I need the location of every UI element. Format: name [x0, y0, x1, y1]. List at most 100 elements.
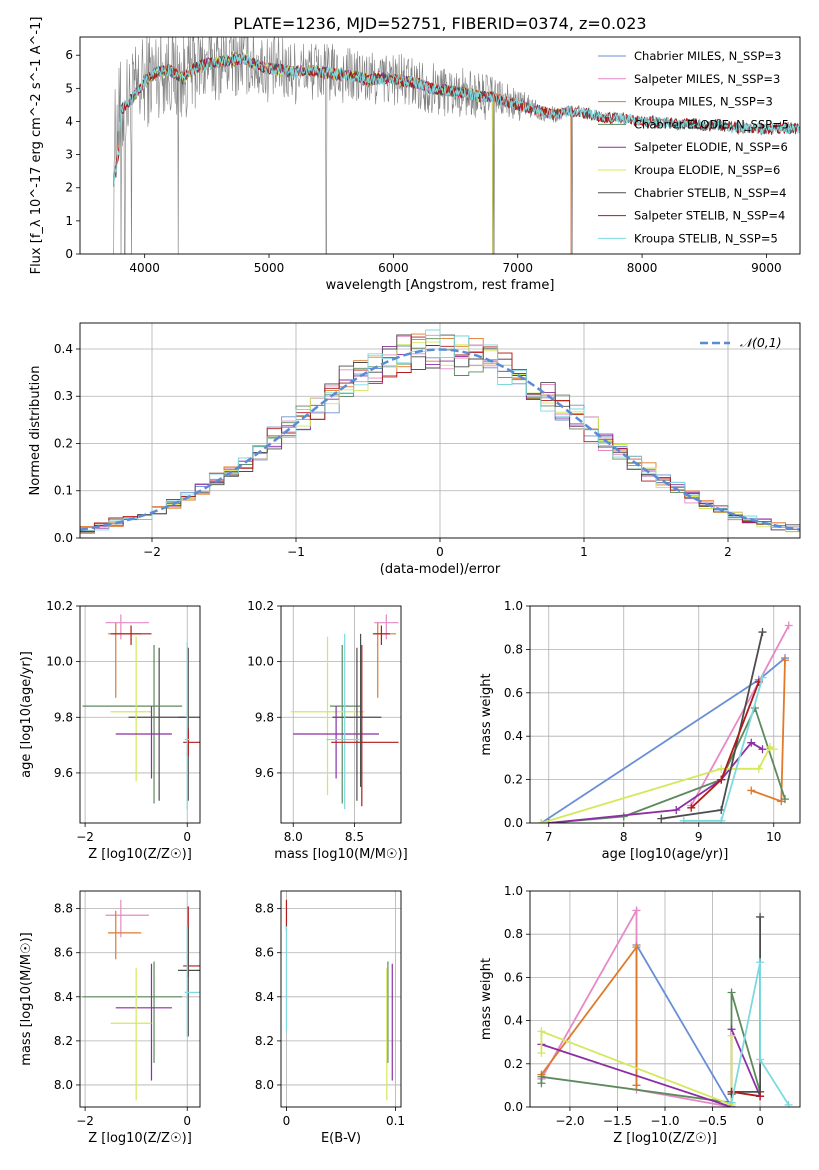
x-tick-label: 0 [436, 545, 444, 559]
weight-marker-kroupa_stelib [758, 673, 767, 682]
axes-frame [280, 890, 402, 1108]
x-tick-label: 0.1 [386, 1114, 405, 1128]
y-tick-label: 0.3 [54, 389, 73, 403]
legend-label-kroupa_elodie: Kroupa ELODIE, N_SSP=6 [634, 163, 780, 177]
x-tick-label: 0 [183, 830, 191, 844]
y-tick-label: 0.2 [54, 436, 73, 450]
x-tick-label: 2 [724, 545, 732, 559]
weight-marker-salpeter_elodie [758, 745, 767, 754]
weight-marker-salpeter_miles [784, 621, 793, 630]
x-tick-label: 8 [620, 830, 628, 844]
weight-marker-kroupa_miles [632, 1081, 641, 1090]
weight-line-salpeter_stelib [731, 1091, 761, 1098]
panel-age_vs_Z: −2 0 9.6 9.8 10.0 10.2 Z [log10(Z/Z☉)] age [log… [19, 599, 201, 862]
plot-area [281, 606, 401, 823]
y-tick-label: 8.6 [54, 946, 73, 960]
legend-label-salpeter_elodie: Salpeter ELODIE, N_SSP=6 [634, 140, 788, 154]
x-tick-label: 8000 [627, 261, 658, 275]
x-axis-label: (data-model)/error [380, 562, 501, 577]
weight-marker-chabrier_stelib [756, 912, 765, 921]
panel-mass_vs_ebv: 0 0.1 8.0 8.2 8.4 8.6 8.8 E(B-V) [255, 890, 405, 1146]
plots-layer: 4000 5000 6000 7000 8000 90000123456wavelengt… [19, 17, 801, 1146]
x-tick-label: 4000 [129, 261, 160, 275]
y-tick-label: 10.2 [46, 599, 73, 613]
panel-age_vs_mass: 8.0 8.5 9.6 9.8 10.0 10.2 mass [log10(M/M☉)] [247, 599, 407, 862]
y-tick-label: 9.8 [255, 710, 274, 724]
y-axis-label: Normed distribution [28, 366, 43, 496]
legend-label-chabrier_stelib: Chabrier STELIB, N_SSP=4 [634, 186, 786, 200]
axes-frame [79, 322, 801, 539]
legend-label-salpeter_stelib: Salpeter STELIB, N_SSP=4 [634, 209, 785, 223]
weight-line-chabrier_miles [540, 657, 786, 823]
y-tick-label: 8.8 [255, 902, 274, 916]
x-tick-label: −2 [76, 830, 94, 844]
y-tick-label: 0 [65, 247, 73, 261]
x-tick-label: 0 [756, 1114, 764, 1128]
x-tick-label: −2.0 [555, 1114, 584, 1128]
y-tick-label: 9.6 [54, 766, 73, 780]
y-tick-label: 8.2 [54, 1034, 73, 1048]
panel-residuals: −2 −1 0 1 2 0.0 0.1 0.2 0.3 0.4 (data-model)/error… [28, 322, 801, 577]
panel-mass_vs_Z: −2 0 8.0 8.2 8.4 8.6 8.8 Z [log10(Z/Z☉)] mass [l… [19, 890, 201, 1146]
x-axis-label: Z [log10(Z/Z☉)] [88, 847, 192, 862]
y-tick-label: 1.0 [504, 599, 523, 613]
weight-marker-kroupa_elodie [537, 1049, 546, 1057]
panel-spectrum: 4000 5000 6000 7000 8000 9000 0 1 2 3 4 5 6 wavelengt… [29, 17, 801, 293]
weight-marker-kroupa_elodie [754, 764, 763, 773]
plot-area [530, 891, 800, 1107]
y-tick-label: 8.0 [255, 1078, 274, 1092]
y-tick-label: 9.6 [255, 766, 274, 780]
legend-label-salpeter_miles: Salpeter MILES, N_SSP=3 [634, 72, 780, 86]
spectrum-legend: Chabrier MILES, N_SSP=3 Salpeter MILES, N… [598, 49, 789, 245]
y-axis-label: age [log10(age/yr)] [19, 651, 34, 778]
x-tick-label: −1.5 [603, 1114, 632, 1128]
weight-marker-kroupa_elodie [537, 819, 546, 823]
weight-marker-salpeter_miles [632, 906, 641, 915]
y-tick-label: 3 [65, 148, 73, 162]
x-axis-label: age [log10(age/yr)] [602, 847, 729, 862]
weight-marker-kroupa_miles [781, 656, 789, 665]
y-tick-label: 0.0 [504, 816, 523, 830]
y-tick-label: 8.0 [54, 1078, 73, 1092]
y-tick-label: 0.8 [504, 927, 523, 941]
x-tick-label: 7 [545, 830, 553, 844]
y-axis-label: mass weight [479, 958, 494, 1040]
weight-marker-kroupa_elodie [717, 764, 726, 773]
y-tick-label: 8.4 [54, 990, 73, 1004]
x-tick-label: −1 [287, 545, 305, 559]
plot-area [281, 891, 401, 1107]
x-axis-label: Z [log10(Z/Z☉)] [88, 1131, 192, 1146]
y-tick-label: 0.6 [504, 970, 523, 984]
y-tick-label: 0.4 [504, 1014, 523, 1028]
x-tick-label: −2 [76, 1114, 94, 1128]
x-tick-label: 7000 [502, 261, 533, 275]
weight-line-chabrier_miles [635, 941, 733, 1107]
weight-marker-chabrier_elodie [781, 795, 789, 804]
legend-label-normal: 𝒩(0,1) [740, 335, 782, 350]
legend-label-kroupa_stelib: Kroupa STELIB, N_SSP=5 [634, 231, 778, 245]
y-tick-label: 4 [65, 114, 73, 128]
weight-marker-kroupa_elodie [727, 1031, 736, 1040]
weight-marker-chabrier_elodie [727, 988, 736, 997]
x-axis-label: Z [log10(Z/Z☉)] [613, 1131, 717, 1146]
weight-marker-salpeter_elodie [672, 805, 681, 814]
axes-frame [529, 605, 801, 824]
weight-line-chabrier_elodie [540, 992, 761, 1104]
legend-label-chabrier_miles: Chabrier MILES, N_SSP=3 [634, 49, 781, 63]
residuals-legend: 𝒩(0,1) [700, 335, 782, 350]
plot-area [80, 606, 200, 823]
weight-line-kroupa_elodie [540, 1030, 733, 1107]
weight-marker-kroupa_elodie [537, 1027, 546, 1036]
y-tick-label: 0.0 [504, 1100, 523, 1114]
y-tick-label: 10.0 [46, 655, 73, 669]
y-tick-label: 8.8 [54, 902, 73, 916]
y-tick-label: 0.1 [54, 484, 73, 498]
x-tick-label: 8.5 [345, 830, 364, 844]
weight-marker-kroupa_stelib [679, 816, 688, 823]
axes-frame [79, 36, 801, 255]
x-tick-label: 9 [695, 830, 703, 844]
x-tick-label: −1.0 [650, 1114, 679, 1128]
weight-marker-kroupa_stelib [756, 1055, 765, 1064]
y-tick-label: 1.0 [504, 884, 523, 898]
